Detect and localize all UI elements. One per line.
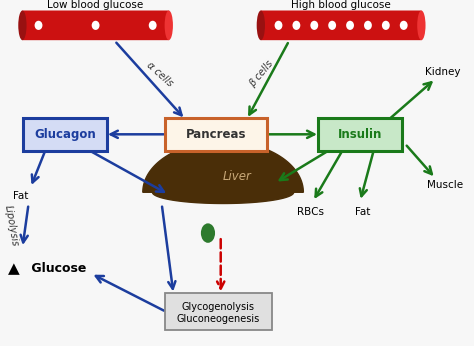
Ellipse shape	[292, 21, 301, 30]
Text: Liver: Liver	[223, 170, 252, 183]
Text: High blood glucose: High blood glucose	[291, 0, 391, 10]
Text: Low blood glucose: Low blood glucose	[47, 0, 144, 10]
Ellipse shape	[382, 21, 390, 30]
Ellipse shape	[364, 21, 372, 30]
Text: ▲: ▲	[8, 261, 20, 276]
Ellipse shape	[91, 21, 100, 30]
FancyBboxPatch shape	[22, 10, 169, 40]
Ellipse shape	[164, 10, 173, 40]
Text: Insulin: Insulin	[338, 128, 382, 141]
Text: Glucagon: Glucagon	[34, 128, 96, 141]
Ellipse shape	[328, 21, 336, 30]
Text: Kidney: Kidney	[425, 67, 460, 77]
Text: Lipolysis: Lipolysis	[3, 204, 20, 247]
Ellipse shape	[149, 21, 156, 30]
Text: RBCs: RBCs	[297, 207, 324, 217]
Ellipse shape	[201, 224, 215, 243]
Ellipse shape	[18, 10, 27, 40]
Text: β cells: β cells	[247, 59, 275, 89]
FancyBboxPatch shape	[164, 118, 267, 151]
Ellipse shape	[35, 21, 43, 30]
Text: Glycogenolysis: Glycogenolysis	[182, 302, 255, 312]
Text: Pancreas: Pancreas	[186, 128, 246, 141]
Ellipse shape	[274, 21, 283, 30]
Text: Fat: Fat	[355, 207, 370, 217]
Ellipse shape	[346, 21, 354, 30]
Text: α cells: α cells	[144, 60, 174, 88]
FancyBboxPatch shape	[164, 293, 272, 330]
Ellipse shape	[400, 21, 408, 30]
Ellipse shape	[257, 10, 265, 40]
Polygon shape	[143, 141, 303, 203]
Ellipse shape	[417, 10, 426, 40]
Text: Muscle: Muscle	[427, 180, 463, 190]
Text: Gluconeogenesis: Gluconeogenesis	[177, 314, 260, 324]
Text: Fat: Fat	[13, 191, 29, 201]
FancyBboxPatch shape	[23, 118, 107, 151]
FancyBboxPatch shape	[261, 10, 421, 40]
Text: Glucose: Glucose	[27, 262, 87, 275]
Ellipse shape	[310, 21, 318, 30]
FancyBboxPatch shape	[318, 118, 402, 151]
